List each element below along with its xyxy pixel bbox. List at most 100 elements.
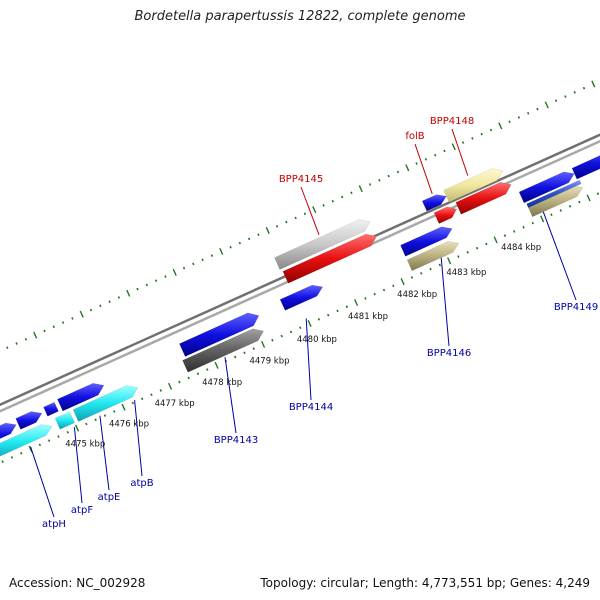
major-tick [540,215,545,223]
minor-tick [280,334,283,338]
feature-tracks [0,155,600,457]
minor-tick [471,137,474,140]
backbone-line-inner [0,139,600,413]
gene-label: atpF [71,505,93,516]
major-tick [400,278,405,286]
minor-tick [396,170,400,174]
minor-tick [24,337,28,341]
minor-tick [466,251,469,254]
minor-tick [113,410,116,413]
label-connector [73,427,83,504]
position-labels: 4475 kbp 4476 kbp 4477 kbp 4478 kbp 4479 kbp… [65,243,541,449]
minor-tick [94,418,97,422]
accession-text: Accession: NC_002928 [9,576,146,590]
minor-tick [527,111,530,115]
gene-label: BPP4148 [430,116,474,127]
major-tick [121,403,126,411]
minor-tick [457,255,460,258]
gene-label: atpE [98,492,121,503]
label-connector [134,400,143,477]
minor-tick [578,200,581,204]
cds-arrow [421,194,447,212]
minor-tick [43,329,46,333]
kbp-label: 4482 kbp [397,290,437,300]
major-tick [586,194,591,202]
map-title: Bordetella parapertussis 12822, complete… [134,9,466,24]
major-tick [405,164,410,172]
minor-tick [196,372,200,376]
minor-tick [392,284,395,288]
label-connector [305,318,312,401]
minor-tick [475,246,479,250]
minor-tick [368,183,372,186]
minor-tick [238,241,242,245]
minor-tick [364,297,367,300]
minor-tick [485,242,488,246]
kbp-label: 4475 kbp [65,439,105,449]
minor-tick [433,153,437,157]
cds-arrow [282,233,378,284]
label-connector [300,186,320,235]
minor-tick [503,234,507,237]
minor-tick [247,237,251,241]
gene-label: BPP4145 [279,174,323,185]
major-tick [312,206,317,214]
minor-tick [531,221,535,225]
inner-tick-track [1,192,600,463]
cds-arrow [279,284,324,311]
minor-tick [136,287,139,291]
minor-tick [513,230,516,233]
minor-tick [340,195,344,199]
label-connector [224,357,237,434]
cds-arrow [455,182,512,215]
minor-tick [229,245,232,249]
minor-tick [415,162,418,165]
major-tick [219,247,224,255]
major-tick [354,299,359,307]
cds-arrow [274,219,371,270]
minor-tick [299,326,302,330]
major-tick [214,361,219,369]
minor-tick [327,313,330,317]
minor-tick [257,233,260,237]
minor-tick [150,393,153,396]
gene-label: BPP4149 [554,302,598,313]
minor-tick [373,292,376,296]
minor-tick [508,120,511,123]
minor-tick [210,254,214,257]
kbp-label: 4479 kbp [249,357,289,367]
major-tick [498,122,503,130]
kbp-label: 4484 kbp [501,243,541,253]
label-connector [440,257,450,347]
cds-arrow [443,168,504,203]
minor-tick [410,276,414,279]
gene-label: folB [405,131,424,142]
minor-tick [164,275,167,278]
minor-tick [71,317,74,320]
cds-arrow [72,385,139,422]
minor-tick [52,325,55,329]
gene-label: atpH [42,519,66,530]
minor-tick [201,258,204,262]
major-tick [307,320,312,327]
minor-tick [15,342,18,345]
minor-tick [550,213,553,217]
major-tick [79,310,84,318]
minor-tick [6,346,9,350]
major-tick [172,268,177,276]
minor-tick [573,91,576,94]
major-tick [28,445,33,453]
minor-tick [108,300,111,303]
minor-tick [517,116,521,119]
minor-tick [489,128,493,132]
kbp-label: 4476 kbp [109,420,149,430]
major-tick [544,101,549,109]
minor-tick [378,178,381,182]
minor-tick [66,431,69,434]
label-connectors [30,128,577,518]
minor-tick [192,262,195,266]
major-tick [74,424,80,432]
cds-arrow [15,411,43,430]
kbp-label: 4481 kbp [348,312,388,322]
